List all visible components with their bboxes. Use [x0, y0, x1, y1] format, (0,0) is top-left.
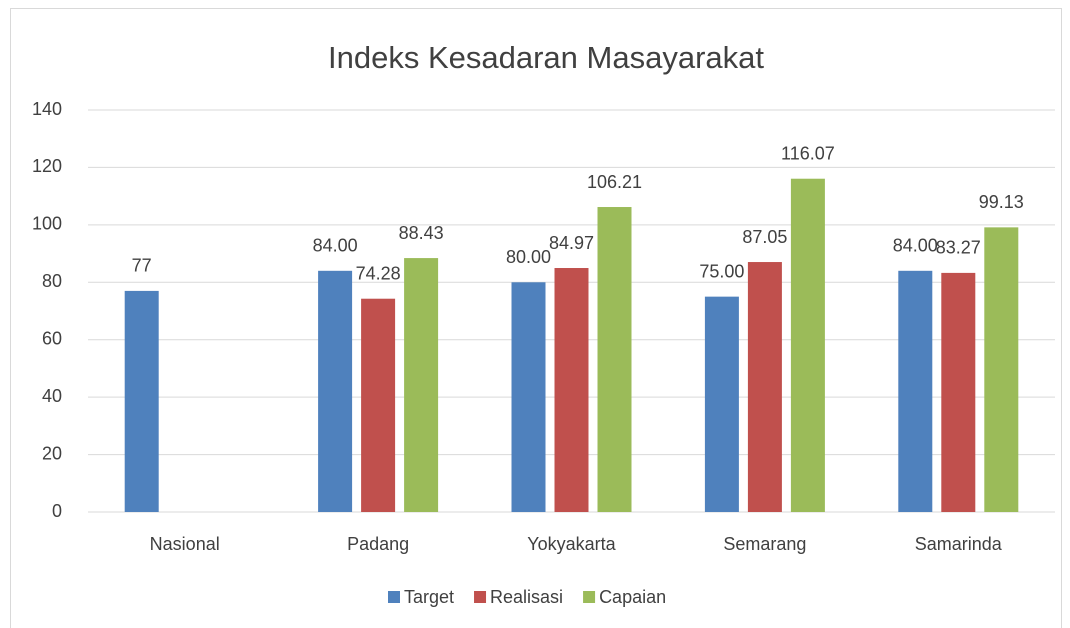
legend-swatch — [388, 591, 400, 603]
x-tick-label: Yokyakarta — [527, 534, 616, 554]
bar — [361, 298, 396, 512]
bar — [747, 262, 782, 512]
bar — [898, 270, 933, 512]
bar — [511, 282, 546, 512]
data-label: 84.00 — [313, 236, 358, 256]
bar — [554, 268, 589, 512]
data-label: 88.43 — [399, 223, 444, 243]
legend-label: Realisasi — [490, 587, 563, 607]
data-label: 75.00 — [699, 261, 744, 281]
y-tick-label: 100 — [32, 214, 62, 234]
x-tick-label: Nasional — [150, 534, 220, 554]
legend-swatch — [474, 591, 487, 603]
x-tick-label: Padang — [347, 534, 409, 554]
data-label: 116.07 — [781, 143, 835, 163]
data-label: 84.97 — [549, 233, 594, 253]
chart-border — [10, 8, 1062, 628]
bar — [597, 207, 632, 512]
y-tick-label: 20 — [42, 443, 62, 463]
bar — [941, 272, 976, 512]
bar — [318, 270, 353, 512]
legend-label: Capaian — [599, 587, 666, 607]
data-label: 83.27 — [936, 238, 981, 258]
data-label: 99.13 — [979, 192, 1024, 212]
data-label: 80.00 — [506, 247, 551, 267]
y-tick-label: 80 — [42, 271, 62, 291]
data-label: 87.05 — [742, 227, 787, 247]
bar — [790, 178, 825, 512]
bar — [124, 290, 159, 512]
bar — [984, 227, 1019, 512]
data-label: 77 — [132, 256, 152, 276]
bar — [404, 258, 439, 512]
data-label: 84.00 — [893, 236, 938, 256]
x-tick-label: Samarinda — [915, 534, 1003, 554]
y-tick-label: 60 — [42, 328, 62, 348]
legend-label: Target — [404, 587, 454, 607]
bar — [704, 296, 739, 512]
data-label: 74.28 — [356, 263, 401, 283]
legend-swatch — [583, 591, 596, 603]
chart-title: Indeks Kesadaran Masayarakat — [328, 40, 764, 75]
x-tick-label: Semarang — [723, 534, 806, 554]
y-tick-label: 140 — [32, 99, 62, 119]
data-label: 106.21 — [587, 172, 642, 192]
y-tick-label: 0 — [52, 501, 62, 521]
y-tick-label: 120 — [32, 156, 62, 176]
y-tick-label: 40 — [42, 386, 62, 406]
